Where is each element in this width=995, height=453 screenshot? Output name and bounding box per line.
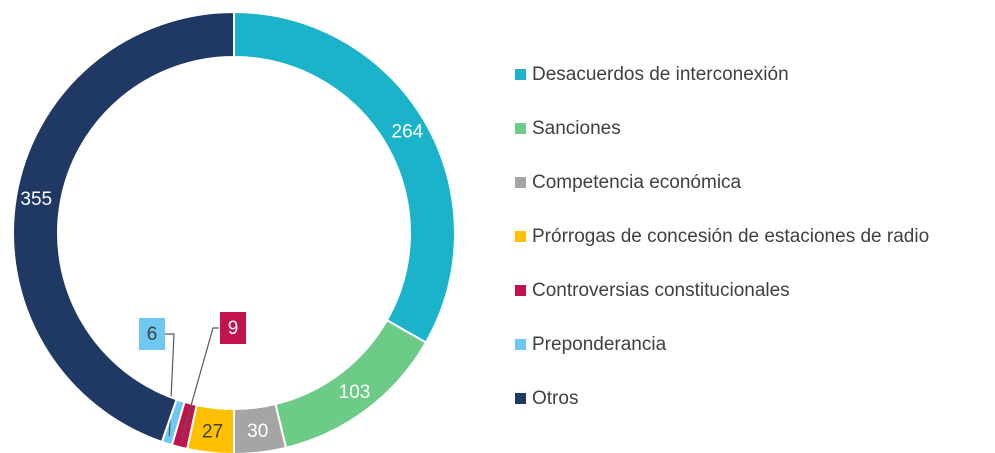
legend-label: Otros: [532, 388, 578, 409]
value-label: 103: [339, 382, 371, 403]
legend-label: Prórrogas de concesión de estaciones de …: [532, 226, 929, 247]
label-box: [139, 318, 165, 350]
value-label: 9: [228, 318, 239, 339]
legend-swatch: [515, 393, 526, 404]
legend-label: Preponderancia: [532, 334, 667, 355]
value-label: 6: [147, 324, 158, 345]
label-box: [220, 312, 246, 344]
leader-line: [180, 327, 219, 440]
legend-swatch: [515, 339, 526, 350]
slice: [233, 10, 456, 344]
value-label: 264: [392, 121, 424, 142]
legend-label: Competencia económica: [532, 172, 742, 193]
legend-swatch: [515, 123, 526, 134]
legend-label: Controversias constitucionales: [532, 280, 790, 301]
value-label: 30: [247, 421, 268, 442]
slice: [12, 10, 235, 444]
value-label: 355: [20, 189, 52, 210]
value-label: 27: [202, 421, 223, 442]
legend-swatch: [515, 285, 526, 296]
legend-swatch: [515, 177, 526, 188]
legend-label: Desacuerdos de interconexión: [532, 64, 789, 85]
legend-swatch: [515, 69, 526, 80]
legend-swatch: [515, 231, 526, 242]
legend-label: Sanciones: [532, 118, 621, 139]
